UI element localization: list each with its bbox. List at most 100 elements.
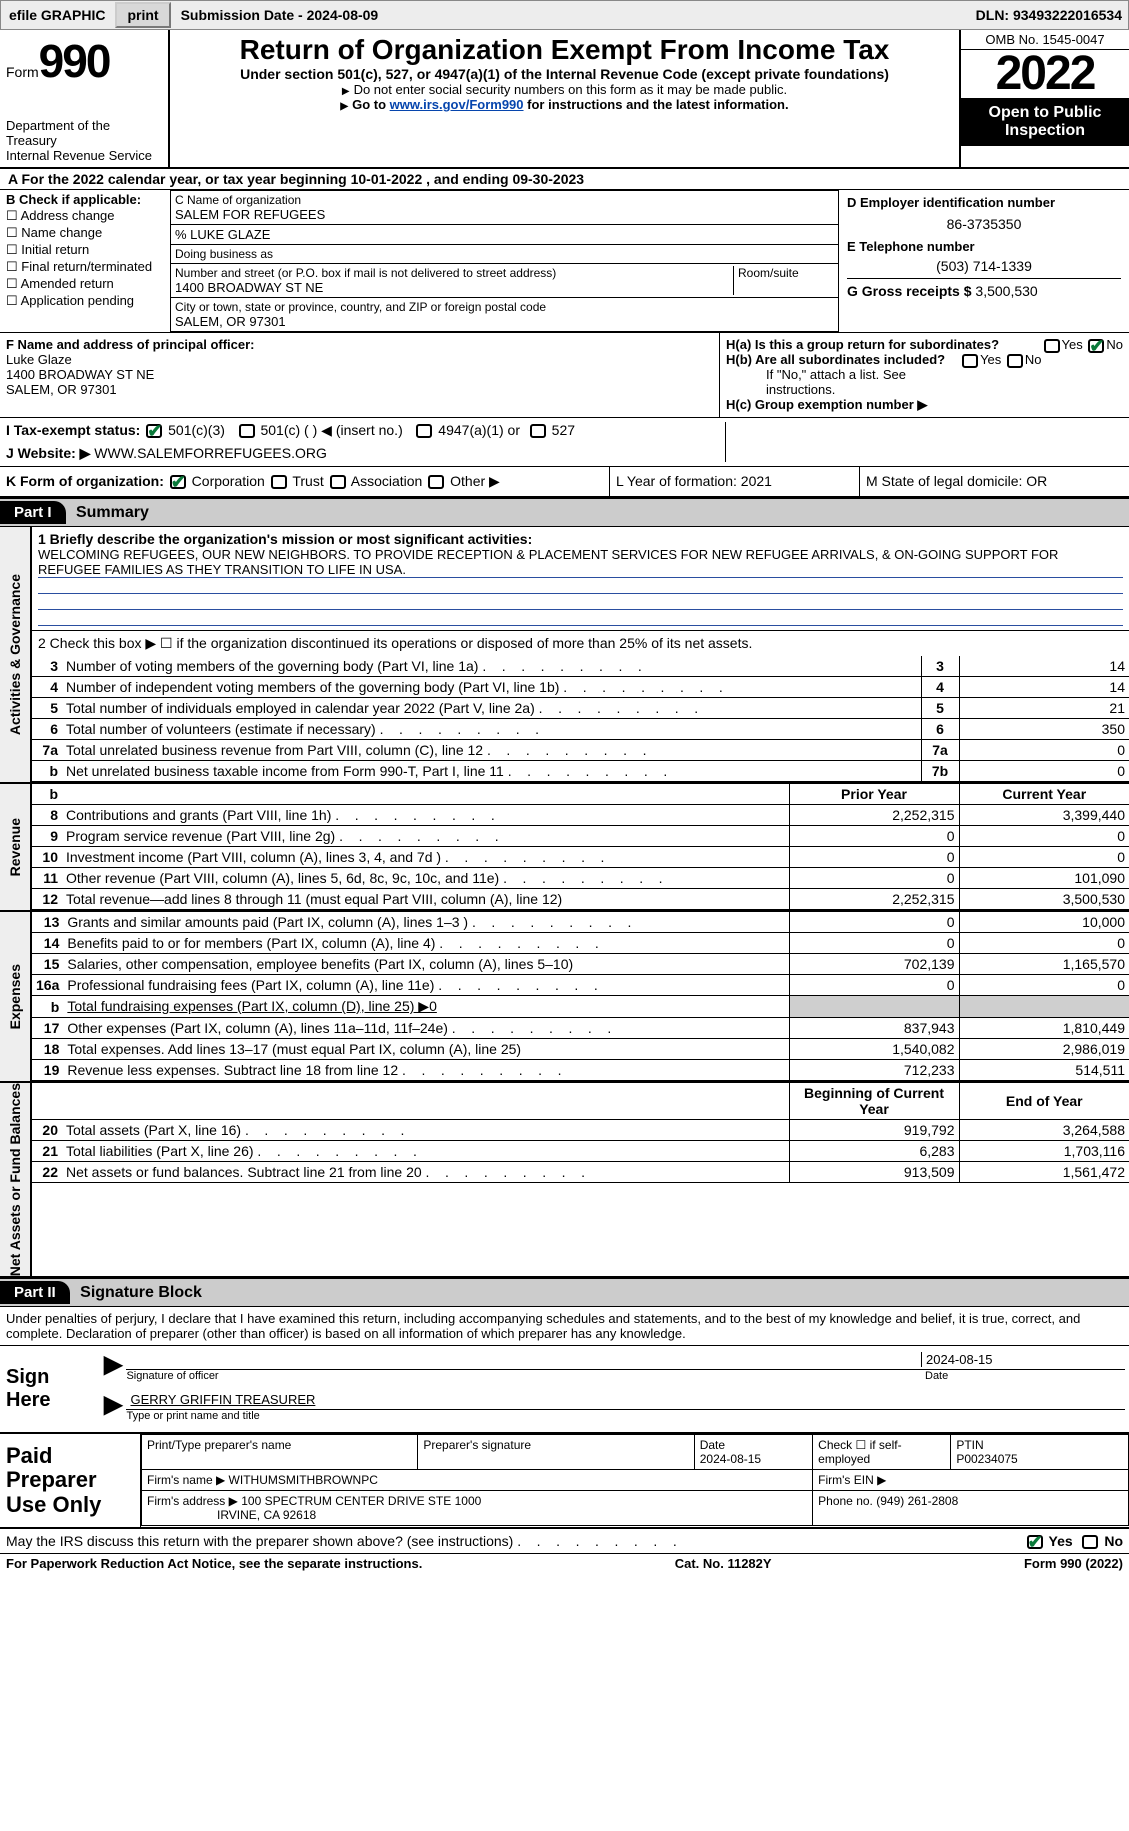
table-row: 14Benefits paid to or for members (Part … (32, 933, 1129, 954)
firm-phone: (949) 261-2808 (876, 1494, 958, 1508)
table-row: 22Net assets or fund balances. Subtract … (32, 1162, 1129, 1183)
ssn-warning: Do not enter social security numbers on … (178, 82, 951, 97)
officer-city: SALEM, OR 97301 (6, 382, 117, 397)
rev-section: Revenue bPrior YearCurrent Year 8Contrib… (0, 782, 1129, 910)
phone-value: (503) 714-1339 (847, 254, 1121, 278)
sign-date: 2024-08-15 (921, 1352, 1121, 1367)
table-row: 10Investment income (Part VIII, column (… (32, 847, 1129, 868)
officer-street: 1400 BROADWAY ST NE (6, 367, 154, 382)
irs-label: Internal Revenue Service (6, 148, 152, 163)
gov-section: Activities & Governance 1 Briefly descri… (0, 527, 1129, 782)
part1-header: Part I Summary (0, 498, 1129, 527)
chk-corp[interactable] (170, 475, 186, 489)
sign-arrow-icon: ▶ (104, 1390, 122, 1422)
chk-527[interactable] (530, 424, 546, 438)
exp-table: 13Grants and similar amounts paid (Part … (32, 912, 1129, 1081)
chk-name-change[interactable]: ☐ Name change (6, 225, 164, 241)
line-a-period: A For the 2022 calendar year, or tax yea… (0, 169, 1129, 190)
ptin: P00234075 (956, 1452, 1017, 1466)
chk-app-pending[interactable]: ☐ Application pending (6, 293, 164, 309)
header-left: Form990 Department of the Treasury Inter… (0, 30, 170, 167)
table-row: 6Total number of volunteers (estimate if… (32, 719, 1129, 740)
sign-arrow-icon: ▶ (104, 1350, 122, 1382)
care-of: % LUKE GLAZE (175, 227, 270, 242)
net-section: Net Assets or Fund Balances Beginning of… (0, 1081, 1129, 1278)
table-row: 11Other revenue (Part VIII, column (A), … (32, 868, 1129, 889)
table-row: 20Total assets (Part X, line 16)919,7923… (32, 1120, 1129, 1141)
discuss-yes[interactable] (1027, 1535, 1043, 1549)
line-2: 2 Check this box ▶ ☐ if the organization… (32, 631, 1129, 656)
perjury-declaration: Under penalties of perjury, I declare th… (0, 1307, 1129, 1346)
irs-link[interactable]: www.irs.gov/Form990 (390, 97, 524, 112)
status-row: I Tax-exempt status: 501(c)(3) 501(c) ( … (0, 418, 1129, 467)
table-row: 12Total revenue—add lines 8 through 11 (… (32, 889, 1129, 910)
chk-4947[interactable] (416, 424, 432, 438)
discuss-no[interactable] (1082, 1535, 1098, 1549)
hb-no[interactable] (1007, 354, 1023, 368)
submission-date: Submission Date - 2024-08-09 (173, 7, 387, 23)
k-row: K Form of organization: Corporation Trus… (0, 467, 1129, 498)
section-fh: F Name and address of principal officer:… (0, 333, 1129, 418)
footer: For Paperwork Reduction Act Notice, see … (0, 1554, 1129, 1573)
chk-trust[interactable] (271, 475, 287, 489)
chk-amended[interactable]: ☐ Amended return (6, 276, 164, 292)
header-right: OMB No. 1545-0047 2022 Open to Public In… (959, 30, 1129, 167)
tax-year: 2022 (961, 50, 1129, 98)
ha-yes[interactable] (1044, 339, 1060, 353)
firm-addr2: IRVINE, CA 92618 (217, 1508, 316, 1522)
table-row: 15Salaries, other compensation, employee… (32, 954, 1129, 975)
header-mid: Return of Organization Exempt From Incom… (170, 30, 959, 167)
org-name: SALEM FOR REFUGEES (175, 207, 325, 222)
exp-section: Expenses 13Grants and similar amounts pa… (0, 910, 1129, 1081)
table-row: bNet unrelated business taxable income f… (32, 761, 1129, 782)
efile-label: efile GRAPHIC (1, 7, 113, 23)
table-row: 17Other expenses (Part IX, column (A), l… (32, 1018, 1129, 1039)
form-word: Form (6, 64, 39, 80)
discuss-row: May the IRS discuss this return with the… (0, 1529, 1129, 1554)
ein-value: 86-3735350 (847, 210, 1121, 238)
table-row: 21Total liabilities (Part X, line 26)6,2… (32, 1141, 1129, 1162)
year-formation: L Year of formation: 2021 (609, 467, 859, 496)
chk-address-change[interactable]: ☐ Address change (6, 208, 164, 224)
chk-initial-return[interactable]: ☐ Initial return (6, 242, 164, 258)
table-row: 8Contributions and grants (Part VIII, li… (32, 805, 1129, 826)
table-row: 3Number of voting members of the governi… (32, 656, 1129, 677)
part2-header: Part II Signature Block (0, 1278, 1129, 1307)
gov-table: 3Number of voting members of the governi… (32, 656, 1129, 782)
mission-text: WELCOMING REFUGEES, OUR NEW NEIGHBORS. T… (38, 547, 1123, 578)
form-header: Form990 Department of the Treasury Inter… (0, 30, 1129, 169)
goto-note: Go to www.irs.gov/Form990 for instructio… (178, 97, 951, 112)
table-row: bTotal fundraising expenses (Part IX, co… (32, 996, 1129, 1018)
form-number: 990 (39, 35, 110, 87)
box-c: C Name of organization SALEM FOR REFUGEE… (170, 190, 839, 332)
net-table: Beginning of Current YearEnd of Year 20T… (32, 1083, 1129, 1183)
table-row: 13Grants and similar amounts paid (Part … (32, 912, 1129, 933)
officer-print-name: GERRY GRIFFIN TREASURER (126, 1390, 1125, 1410)
firm-addr1: 100 SPECTRUM CENTER DRIVE STE 1000 (241, 1494, 481, 1508)
box-d: D Employer identification number 86-3735… (839, 190, 1129, 332)
street-address: 1400 BROADWAY ST NE (175, 280, 323, 295)
hb-yes[interactable] (962, 354, 978, 368)
dept-treasury: Department of the Treasury (6, 118, 110, 148)
paid-preparer-block: Paid Preparer Use Only Print/Type prepar… (0, 1434, 1129, 1529)
chk-final-return[interactable]: ☐ Final return/terminated (6, 259, 164, 275)
ha-no[interactable] (1088, 339, 1104, 353)
dln: DLN: 93493222016534 (976, 7, 1128, 23)
table-row: 19Revenue less expenses. Subtract line 1… (32, 1060, 1129, 1081)
section-bcd: B Check if applicable: ☐ Address change … (0, 190, 1129, 333)
table-row: 18Total expenses. Add lines 13–17 (must … (32, 1039, 1129, 1060)
prep-date: 2024-08-15 (700, 1452, 761, 1466)
box-b: B Check if applicable: ☐ Address change … (0, 190, 170, 332)
table-row: 9Program service revenue (Part VIII, lin… (32, 826, 1129, 847)
print-button[interactable]: print (115, 2, 170, 28)
chk-other[interactable] (428, 475, 444, 489)
city-state-zip: SALEM, OR 97301 (175, 314, 286, 329)
chk-assoc[interactable] (330, 475, 346, 489)
chk-501c[interactable] (239, 424, 255, 438)
gross-receipts: 3,500,530 (975, 283, 1037, 299)
table-row: 4Number of independent voting members of… (32, 677, 1129, 698)
chk-501c3[interactable] (146, 424, 162, 438)
table-row: 7aTotal unrelated business revenue from … (32, 740, 1129, 761)
firm-name: WITHUMSMITHBROWNPC (229, 1473, 378, 1487)
sign-here-block: Sign Here ▶ 2024-08-15 Signature of offi… (0, 1346, 1129, 1434)
